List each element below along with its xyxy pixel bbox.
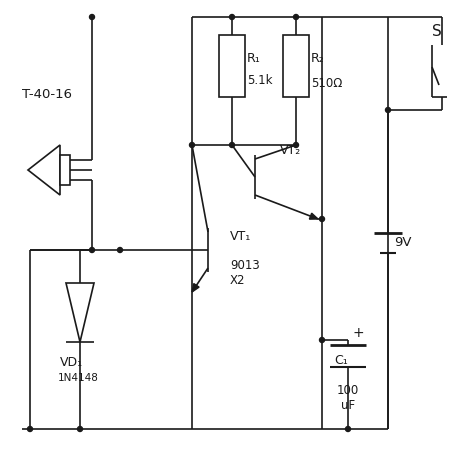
- Polygon shape: [191, 284, 199, 293]
- Text: VD₁: VD₁: [60, 356, 83, 369]
- Circle shape: [77, 427, 82, 431]
- Circle shape: [385, 108, 390, 113]
- Circle shape: [319, 217, 324, 222]
- Text: T-40-16: T-40-16: [22, 87, 72, 100]
- Circle shape: [28, 427, 33, 431]
- Circle shape: [345, 427, 350, 431]
- Text: 100
uF: 100 uF: [336, 383, 358, 411]
- Circle shape: [229, 143, 234, 148]
- Text: R₁: R₁: [246, 51, 260, 64]
- Circle shape: [189, 143, 194, 148]
- Text: S: S: [431, 24, 441, 38]
- Text: VT₂: VT₂: [280, 143, 301, 156]
- Text: 9V: 9V: [393, 236, 411, 249]
- Text: 510Ω: 510Ω: [310, 76, 341, 89]
- Polygon shape: [309, 214, 317, 220]
- Bar: [60, 156, 70, 186]
- Text: +: +: [352, 325, 364, 339]
- Circle shape: [229, 15, 234, 20]
- Text: VT₁: VT₁: [230, 229, 251, 242]
- Text: 1N4148: 1N4148: [58, 372, 99, 382]
- Circle shape: [90, 15, 94, 20]
- Circle shape: [319, 338, 324, 343]
- Bar: [282, 36, 308, 98]
- Text: C₁: C₁: [333, 353, 347, 366]
- Bar: [218, 36, 245, 98]
- Circle shape: [293, 143, 298, 148]
- Circle shape: [293, 15, 298, 20]
- Text: 5.1k: 5.1k: [246, 73, 272, 86]
- Text: 9013
X2: 9013 X2: [230, 258, 259, 286]
- Circle shape: [90, 248, 94, 253]
- Text: R₂: R₂: [310, 51, 324, 64]
- Circle shape: [117, 248, 122, 253]
